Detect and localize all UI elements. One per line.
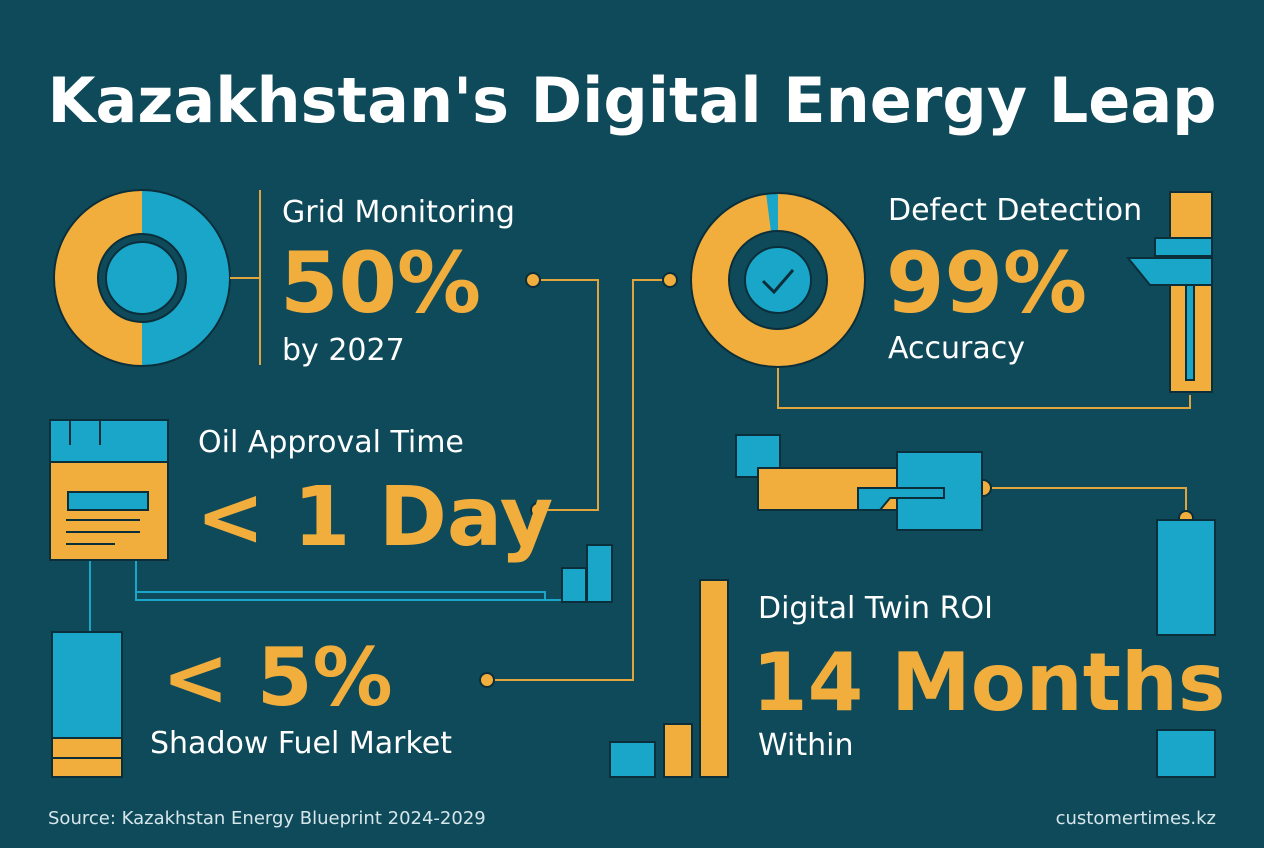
mini-bars xyxy=(561,544,613,603)
stat-note: Shadow Fuel Market xyxy=(150,726,452,761)
valve-icon xyxy=(735,434,1216,778)
donut-grid xyxy=(53,189,231,367)
stat-value: 99% xyxy=(886,234,1087,332)
stat-note: Within xyxy=(758,728,853,763)
connectors xyxy=(487,279,1191,681)
divider xyxy=(230,190,261,365)
stat-note: by 2027 xyxy=(282,333,405,368)
stat-note: Accuracy xyxy=(888,331,1025,366)
document-icon xyxy=(49,419,169,561)
donut-defect xyxy=(690,192,866,368)
fuel-icon xyxy=(51,631,123,778)
stat-label: Digital Twin ROI xyxy=(758,591,993,626)
probe-icon xyxy=(1125,191,1213,393)
blue-lines xyxy=(89,560,610,632)
source: Source: Kazakhstan Energy Blueprint 2024… xyxy=(48,808,486,829)
site: customertimes.kz xyxy=(1056,808,1216,829)
stat-value: 14 Months xyxy=(752,636,1226,729)
connector-dots xyxy=(479,272,1194,688)
roi-bars xyxy=(609,579,729,778)
stat-label: Oil Approval Time xyxy=(198,425,464,460)
stat-value: < 5% xyxy=(162,631,393,724)
title: Kazakhstan's Digital Energy Leap xyxy=(47,64,1216,137)
stat-value: < 1 Day xyxy=(196,470,553,565)
stat-label: Grid Monitoring xyxy=(282,195,515,230)
stat-label: Defect Detection xyxy=(888,193,1142,228)
stat-value: 50% xyxy=(280,234,481,332)
